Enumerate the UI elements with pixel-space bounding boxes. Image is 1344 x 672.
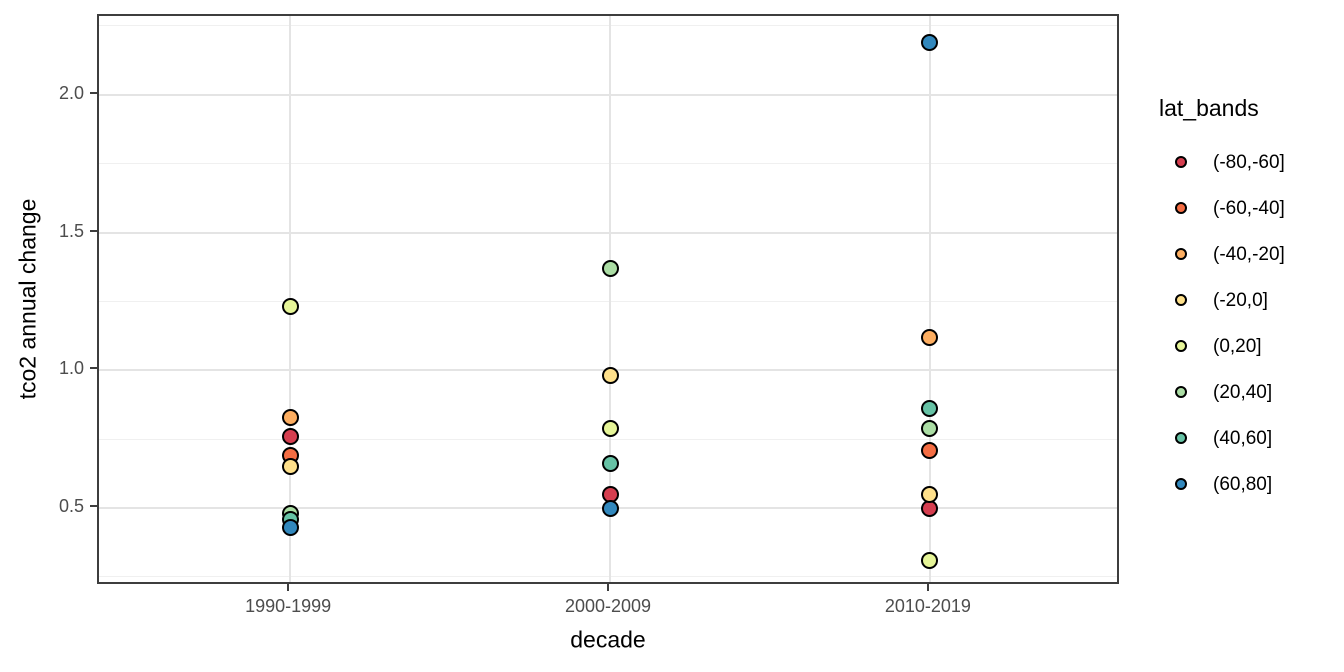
- legend-item: (0,20]: [1159, 323, 1285, 369]
- legend-item: (-20,0]: [1159, 277, 1285, 323]
- legend-item: (40,60]: [1159, 415, 1285, 461]
- legend-key-swatch: [1175, 248, 1187, 261]
- x-axis-tick: [926, 584, 929, 591]
- x-tick-label: 2010-2019: [884, 596, 971, 616]
- data-point: [921, 485, 939, 503]
- y-tick-label: 1.0: [58, 358, 84, 379]
- legend-item-label: (0,20]: [1213, 335, 1262, 357]
- data-point: [601, 367, 619, 385]
- legend-item-label: (40,60]: [1213, 427, 1273, 449]
- gridline-major: [99, 231, 1117, 234]
- gridline-minor: [99, 576, 1117, 578]
- gridline-minor: [99, 300, 1117, 302]
- legend-key-swatch: [1175, 432, 1187, 445]
- data-point: [921, 33, 939, 51]
- gridline-minor: [99, 163, 1117, 165]
- plot-panel: [97, 14, 1119, 584]
- data-point: [281, 408, 299, 426]
- legend-items: (-80,-60] (-60,-40] (-40,-20] (-20,0] (0,20]…: [1159, 139, 1285, 507]
- y-tick-label: 2.0: [58, 82, 84, 103]
- data-point: [601, 419, 619, 437]
- legend-key-swatch: [1175, 340, 1187, 353]
- legend-item: (60,80]: [1159, 461, 1285, 507]
- x-axis-title: decade: [570, 626, 646, 653]
- y-axis-tick: [90, 505, 97, 508]
- legend-item: (20,40]: [1159, 369, 1285, 415]
- legend-item: (-80,-60]: [1159, 139, 1285, 185]
- legend-key-swatch: [1175, 294, 1187, 307]
- gridline-vertical: [609, 16, 611, 582]
- data-point: [921, 551, 939, 569]
- legend-item-label: (-40,-20]: [1213, 243, 1285, 265]
- legend-item-label: (-60,-40]: [1213, 197, 1285, 219]
- y-axis-tick: [90, 229, 97, 232]
- legend-key-swatch: [1175, 478, 1187, 491]
- x-axis-tick: [287, 584, 290, 591]
- data-point: [281, 458, 299, 476]
- legend-item: (-40,-20]: [1159, 231, 1285, 277]
- legend-item-label: (-80,-60]: [1213, 151, 1285, 173]
- data-point: [601, 499, 619, 517]
- data-point: [281, 298, 299, 316]
- y-axis-tick: [90, 91, 97, 94]
- data-point: [601, 259, 619, 277]
- legend-title: lat_bands: [1159, 95, 1259, 121]
- data-point: [281, 427, 299, 445]
- legend: lat_bands (-80,-60] (-60,-40] (-40,-20] (-2…: [1159, 95, 1285, 507]
- data-point: [921, 400, 939, 418]
- gridline-major: [99, 93, 1117, 96]
- data-point: [921, 441, 939, 459]
- data-point: [921, 328, 939, 346]
- legend-key-swatch: [1175, 202, 1187, 215]
- legend-item-label: (-20,0]: [1213, 289, 1268, 311]
- x-tick-label: 1990-1999: [245, 596, 332, 616]
- y-tick-label: 1.5: [58, 220, 84, 241]
- x-axis-tick: [607, 584, 609, 591]
- x-tick-label: 2000-2009: [564, 596, 652, 616]
- y-tick-label: 0.5: [58, 496, 84, 517]
- gridline-minor: [99, 438, 1117, 440]
- data-point: [281, 518, 299, 536]
- legend-key-swatch: [1175, 386, 1187, 399]
- gridline-minor: [99, 25, 1117, 27]
- y-axis-tick: [90, 367, 97, 370]
- gridline-vertical: [928, 16, 931, 582]
- data-point: [921, 419, 939, 437]
- legend-key-swatch: [1175, 156, 1187, 169]
- legend-item-label: (60,80]: [1213, 473, 1273, 495]
- legend-item-label: (20,40]: [1213, 381, 1273, 403]
- legend-item: (-60,-40]: [1159, 185, 1285, 231]
- data-point: [601, 455, 619, 473]
